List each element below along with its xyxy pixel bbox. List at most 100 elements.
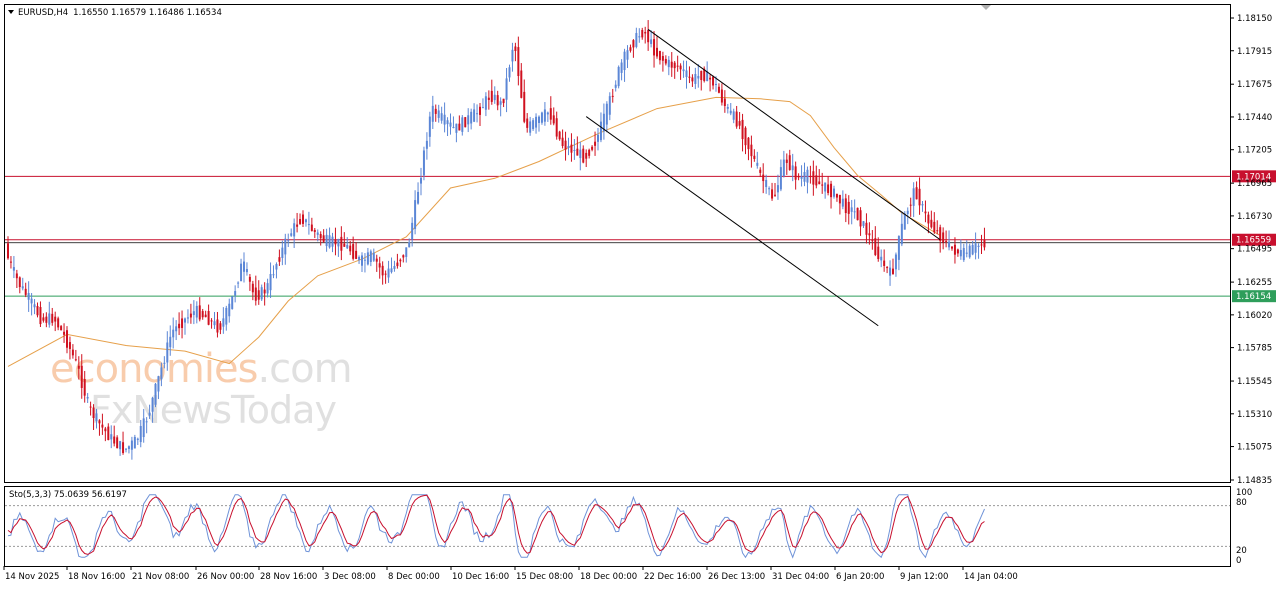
- candle-body: [835, 193, 838, 198]
- candle-body: [340, 236, 343, 251]
- candle-body: [54, 316, 57, 322]
- candle-body: [428, 116, 431, 137]
- candle-body: [853, 211, 856, 213]
- candle-body: [431, 105, 434, 122]
- candle-body: [558, 131, 561, 140]
- candle-body: [349, 245, 352, 252]
- candle-body: [281, 247, 284, 259]
- candle-body: [234, 291, 237, 296]
- scroll-marker-icon[interactable]: [981, 5, 991, 10]
- candle-body: [464, 117, 467, 128]
- candle-body: [629, 47, 632, 51]
- candle-body: [443, 114, 446, 125]
- candle-body: [304, 219, 307, 223]
- x-tick-label: 22 Dec 16:00: [644, 572, 701, 582]
- candle-body: [12, 267, 15, 271]
- candle-body: [948, 241, 951, 248]
- candle-body: [756, 162, 759, 166]
- candle-body: [641, 29, 644, 38]
- candle-body: [467, 115, 470, 125]
- candle-body: [602, 113, 605, 132]
- candle-body: [502, 98, 505, 104]
- candle-body: [222, 318, 225, 327]
- candle-body: [732, 111, 735, 120]
- candle-body: [449, 122, 452, 127]
- y-tick-label: 1.15075: [1237, 443, 1272, 453]
- candle-body: [151, 397, 154, 412]
- candle-body: [750, 144, 753, 157]
- candle-body: [611, 95, 614, 97]
- candle-body: [83, 378, 86, 396]
- candle-body: [785, 159, 788, 163]
- candle-body: [576, 148, 579, 156]
- main-pane-frame: [4, 4, 1231, 483]
- candle-body: [284, 238, 287, 255]
- x-tick-label: 18 Dec 00:00: [580, 572, 637, 582]
- price-tag: [1232, 170, 1276, 183]
- svg-text:FxNewsToday: FxNewsToday: [90, 388, 336, 432]
- candle-body: [110, 434, 113, 440]
- candle-body: [838, 194, 841, 204]
- candle-body: [526, 118, 529, 128]
- candle-body: [915, 187, 918, 200]
- candle-body: [818, 181, 821, 185]
- y-tick-label: 1.18150: [1237, 14, 1272, 24]
- candle-body: [104, 428, 107, 432]
- candle-body: [299, 219, 302, 224]
- candle-body: [33, 304, 36, 308]
- candle-body: [588, 149, 591, 156]
- x-tick-label: 6 Jan 20:00: [836, 572, 884, 582]
- candle-body: [936, 230, 939, 232]
- candle-body: [980, 244, 983, 246]
- candle-body: [399, 259, 402, 262]
- candle-body: [924, 211, 927, 214]
- candle-body: [414, 200, 417, 229]
- candle-body: [791, 165, 794, 171]
- candle-body: [614, 84, 617, 88]
- candle-body: [63, 331, 66, 335]
- candle-body: [186, 317, 189, 319]
- candle-body: [86, 397, 89, 399]
- candle-body: [139, 425, 142, 443]
- candle-body: [517, 47, 520, 77]
- candle-body: [682, 69, 685, 72]
- candle-body: [181, 318, 184, 328]
- candle-body: [983, 239, 986, 248]
- x-tick-label: 26 Dec 13:00: [708, 572, 765, 582]
- candle-body: [508, 67, 511, 78]
- candle-body: [505, 78, 508, 100]
- candle-body: [894, 254, 897, 270]
- candle-body: [661, 56, 664, 61]
- candle-body: [552, 115, 555, 124]
- candle-body: [635, 32, 638, 47]
- candle-body: [555, 118, 558, 137]
- candle-body: [343, 243, 346, 247]
- symbol-menu-icon[interactable]: [8, 10, 14, 14]
- candle-body: [871, 240, 874, 242]
- candle-body: [136, 438, 139, 440]
- x-tick-label: 3 Dec 08:00: [324, 572, 376, 582]
- price-tag: [1232, 290, 1276, 303]
- candle-body: [709, 77, 712, 80]
- candle-body: [685, 70, 688, 78]
- candle-body: [776, 185, 779, 193]
- moving-average-line: [7, 96, 941, 367]
- candle-body: [886, 267, 889, 269]
- candle-body: [278, 257, 281, 262]
- candle-body: [245, 269, 248, 273]
- candle-body: [532, 120, 535, 130]
- x-tick-label: 26 Nov 00:00: [197, 572, 254, 582]
- candle-body: [240, 263, 243, 282]
- candle-body: [113, 436, 116, 444]
- candle-body: [892, 268, 894, 274]
- candle-body: [201, 311, 204, 318]
- candle-body: [390, 268, 393, 273]
- candle-body: [346, 244, 349, 249]
- candle-body: [567, 145, 570, 148]
- candle-body: [597, 134, 599, 142]
- candle-body: [154, 383, 157, 405]
- candle-body: [511, 49, 514, 62]
- candle-body: [945, 240, 948, 242]
- candle-body: [676, 65, 679, 67]
